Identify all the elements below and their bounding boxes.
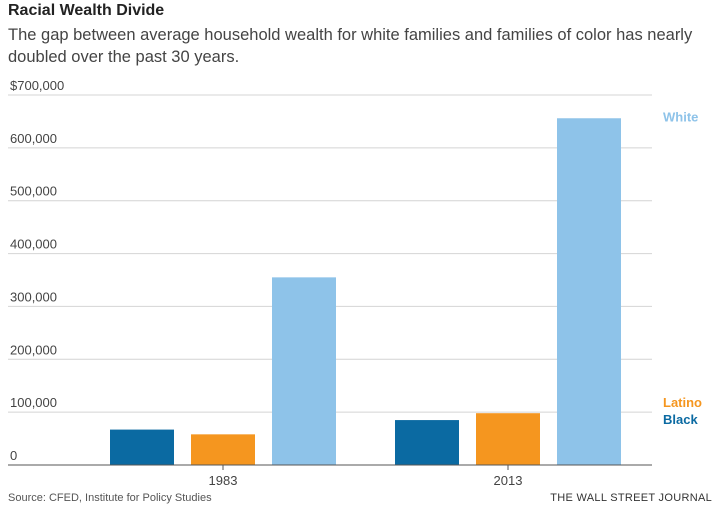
bar-white-1983 [272,277,336,465]
y-tick-label: 400,000 [10,237,57,252]
y-tick-label: 200,000 [10,342,57,357]
x-tick-label: 2013 [494,473,523,488]
publisher-brand: THE WALL STREET JOURNAL [550,492,712,504]
legend-label-black: Black [663,412,698,427]
legend-label-latino: Latino [663,395,702,410]
y-tick-label: 600,000 [10,131,57,146]
bar-black-1983 [110,429,174,465]
chart-subtitle: The gap between average household wealth… [8,26,693,66]
y-tick-label: 0 [10,448,17,463]
bar-white-2013 [557,118,621,465]
y-tick-label: 500,000 [10,184,57,199]
source-note: Source: CFED, Institute for Policy Studi… [8,492,212,504]
legend-label-white: White [663,109,698,124]
y-tick-label: $700,000 [10,78,64,93]
bar-black-2013 [395,420,459,465]
bar-latino-2013 [476,413,540,465]
chart-title: Racial Wealth Divide [8,2,165,19]
bar-latino-1983 [191,434,255,465]
y-tick-label: 100,000 [10,395,57,410]
y-tick-label: 300,000 [10,289,57,304]
x-tick-label: 1983 [209,473,238,488]
